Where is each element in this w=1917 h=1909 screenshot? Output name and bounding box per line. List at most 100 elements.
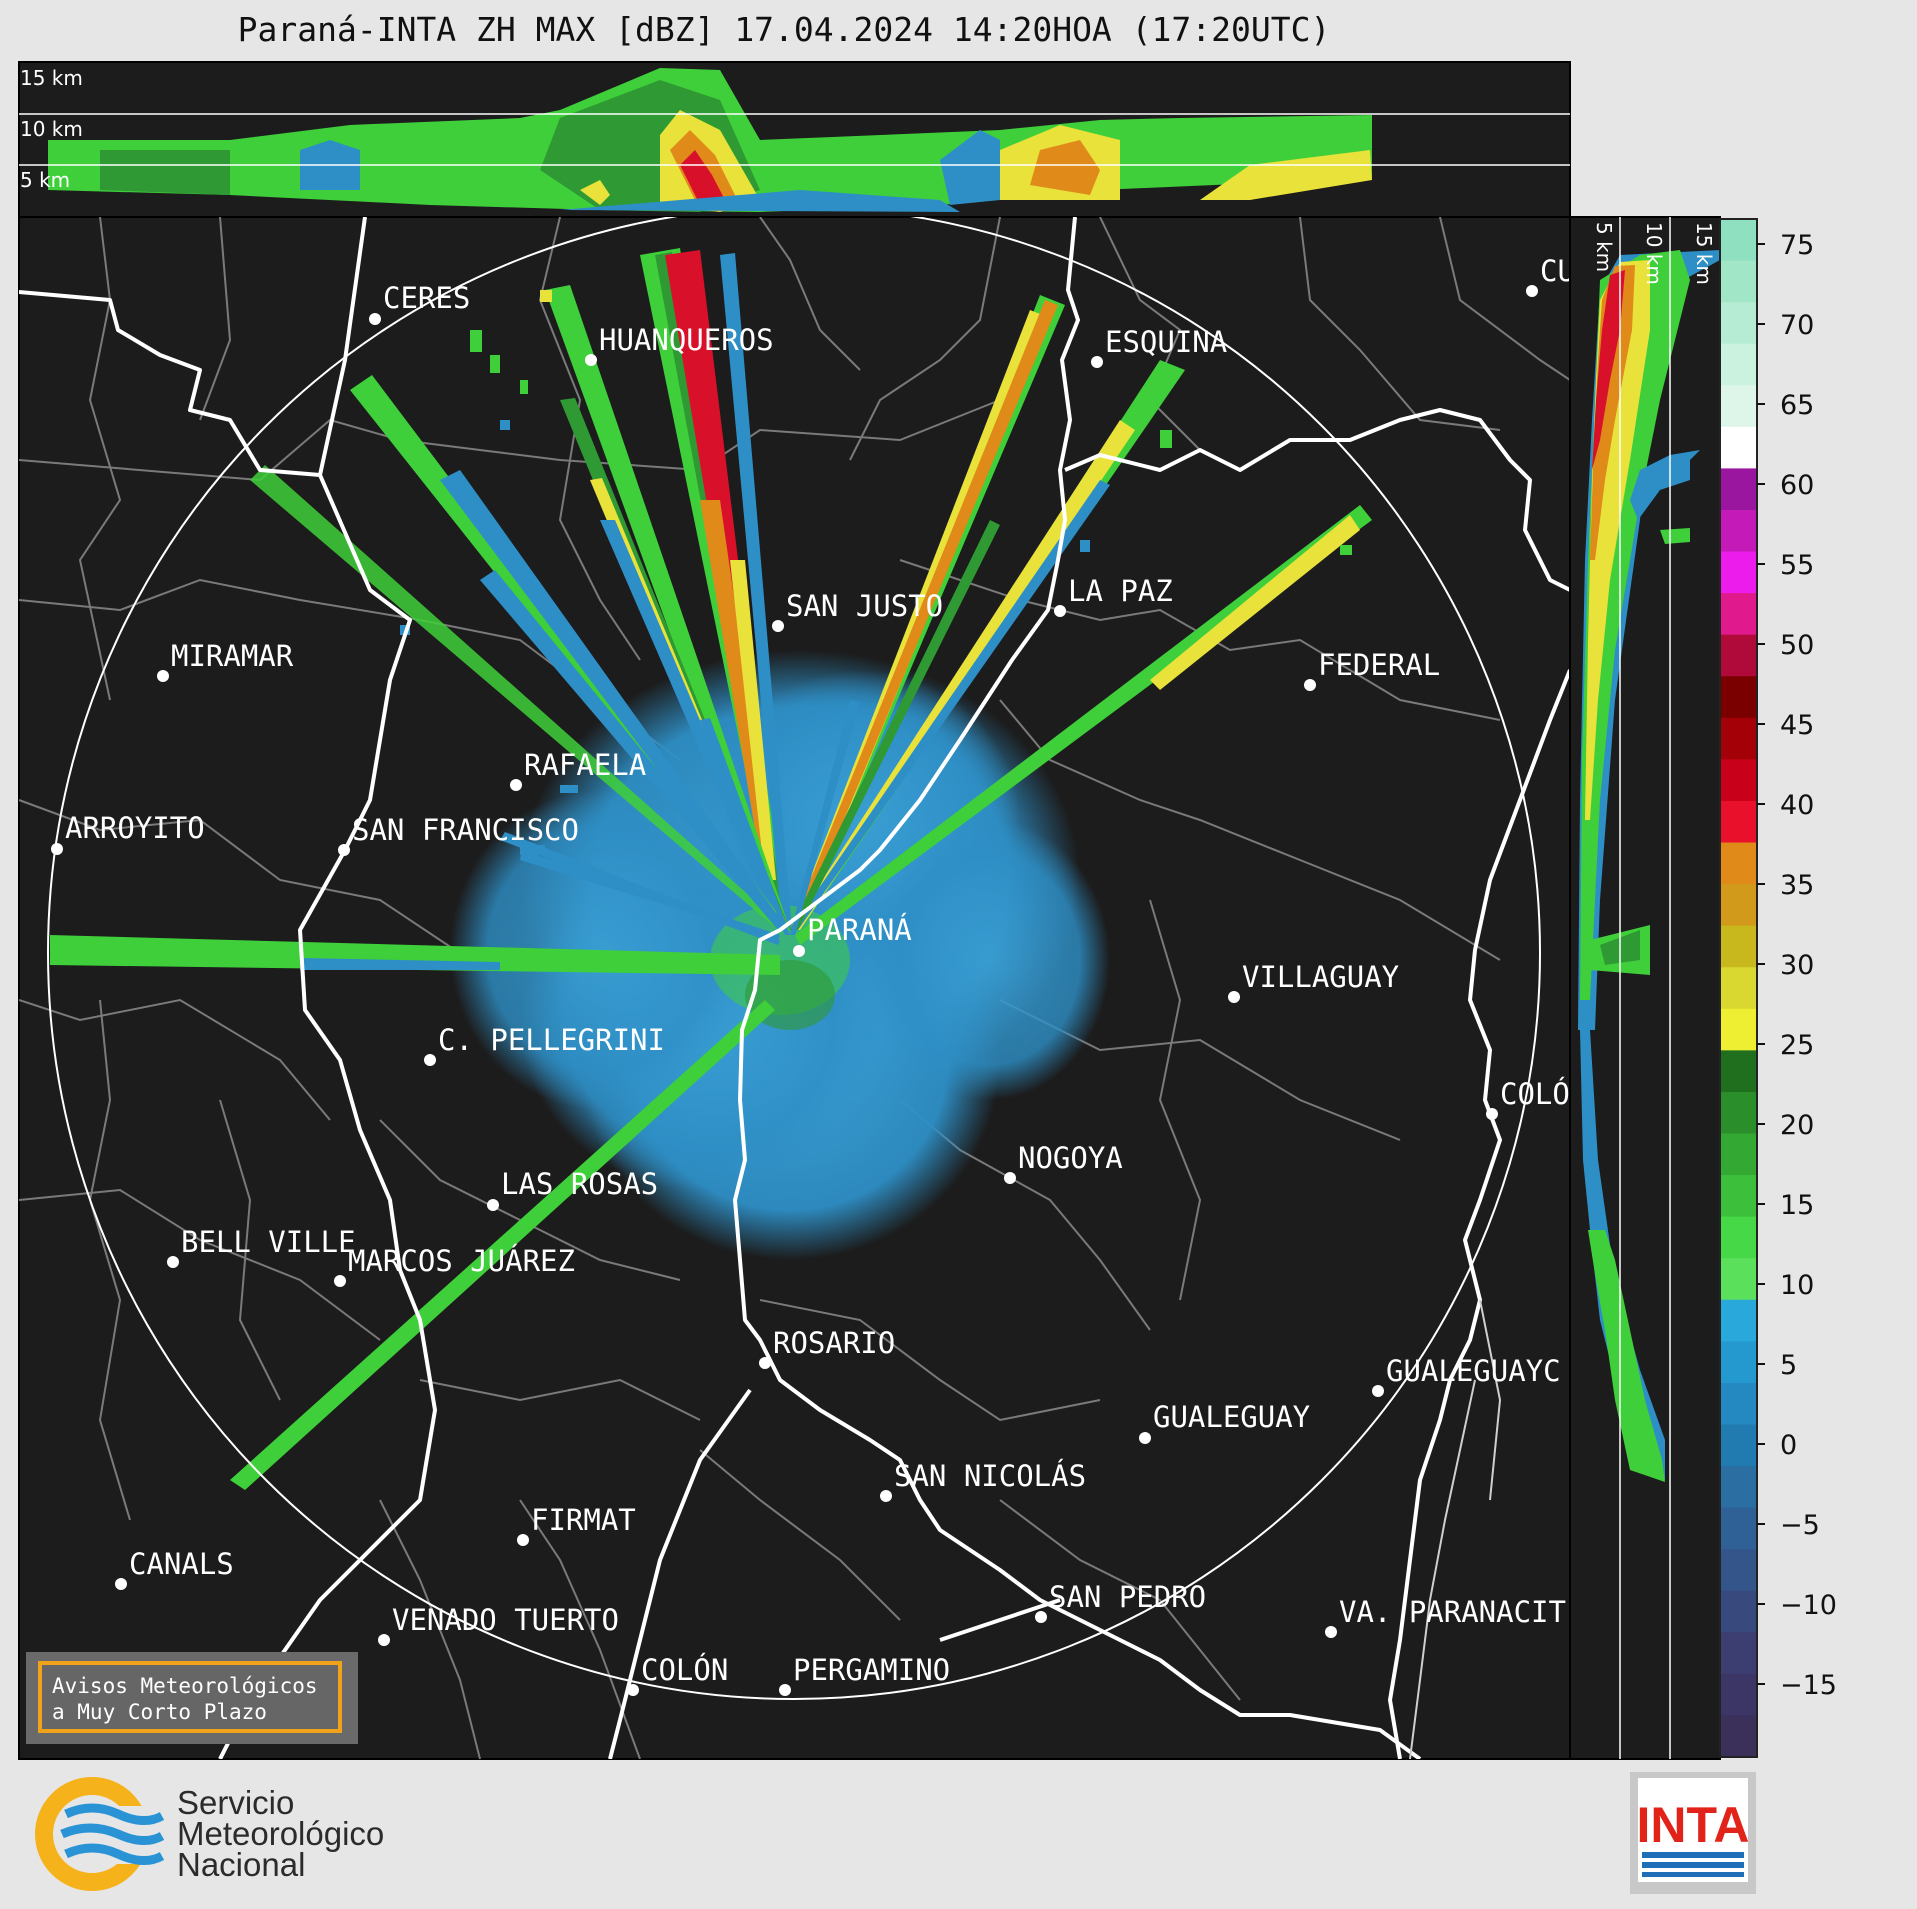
colorbar-band <box>1721 1341 1756 1384</box>
province-boundaries <box>19 217 1570 1759</box>
side-level-5km: 5 km <box>1592 222 1616 272</box>
colorbar-band <box>1721 717 1756 760</box>
city-la-paz: LA PAZ <box>1054 574 1173 617</box>
city-las-rosas: LAS ROSAS <box>487 1167 658 1211</box>
colorbar-band <box>1721 219 1756 262</box>
svg-text:BELL VILLE: BELL VILLE <box>181 1225 356 1259</box>
city-arroyito: ARROYITO <box>51 811 205 855</box>
colorbar-tick-label: 35 <box>1780 870 1814 901</box>
top-level-15km: 15 km <box>20 66 83 90</box>
city-nogoya: NOGOYA <box>1004 1141 1123 1184</box>
svg-text:PARANÁ: PARANÁ <box>807 913 912 947</box>
svg-text:PERGAMINO: PERGAMINO <box>793 1653 950 1687</box>
colorbar-band <box>1721 551 1756 594</box>
side-cross-section: 5 km 10 km 15 km <box>1569 216 1721 1760</box>
colorbar-band <box>1721 509 1756 553</box>
notice-line2: a Muy Corto Plazo <box>52 1700 267 1724</box>
radial-spikes <box>50 248 1372 1490</box>
city-c-pellegrini: C. PELLEGRINI <box>424 1023 665 1066</box>
colorbar-band <box>1721 1632 1756 1675</box>
city-firmat: FIRMAT <box>517 1503 636 1546</box>
colorbar-band <box>1721 1299 1756 1342</box>
side-level-10km: 10 km <box>1642 222 1666 285</box>
colorbar-tick-label: −10 <box>1780 1590 1837 1621</box>
colorbar-band <box>1721 426 1756 470</box>
colorbar-tick-label: 45 <box>1780 710 1814 741</box>
top-cross-section: 15 km 10 km 5 km <box>18 61 1571 218</box>
city-rafaela: RAFAELA <box>510 748 646 791</box>
colorbar-band <box>1721 1424 1756 1467</box>
svg-text:ESQUINA: ESQUINA <box>1105 325 1227 359</box>
colorbar-band <box>1721 1549 1756 1592</box>
colorbar-tick-label: 20 <box>1780 1110 1814 1141</box>
svg-text:INTA: INTA <box>1637 1797 1750 1853</box>
colorbar-band <box>1721 634 1756 677</box>
svg-text:SAN NICOLÁS: SAN NICOLÁS <box>894 1459 1086 1493</box>
colorbar-tick-label: 40 <box>1780 790 1814 821</box>
echo-blobs <box>400 290 1352 855</box>
colorbar-band <box>1721 1715 1756 1758</box>
colorbar-band <box>1721 884 1756 927</box>
colorbar-tick-label: 55 <box>1780 550 1814 581</box>
svg-text:CANALS: CANALS <box>129 1547 234 1581</box>
city-colo: COLÓ <box>1486 1077 1570 1120</box>
city-gualeguaychu: GUALEGUAYC <box>1372 1354 1561 1397</box>
svg-text:LAS ROSAS: LAS ROSAS <box>501 1167 658 1201</box>
svg-text:FEDERAL: FEDERAL <box>1318 648 1440 682</box>
colorbar-band <box>1721 343 1756 386</box>
colorbar-band <box>1721 385 1756 428</box>
svg-text:CU: CU <box>1540 254 1575 288</box>
city-federal: FEDERAL <box>1304 648 1440 691</box>
colorbar-tick-label: 15 <box>1780 1190 1814 1221</box>
colorbar-band <box>1721 967 1756 1010</box>
city-cu: CU <box>1526 254 1575 297</box>
svg-text:VENADO TUERTO: VENADO TUERTO <box>392 1603 619 1637</box>
colorbar-tick-label: 60 <box>1780 470 1814 501</box>
colorbar-band <box>1721 1091 1756 1135</box>
svg-text:MARCOS JUÁREZ: MARCOS JUÁREZ <box>348 1244 575 1278</box>
colorbar-band <box>1721 302 1756 345</box>
city-miramar: MIRAMAR <box>157 639 294 682</box>
city-va-paranacito: VA. PARANACIT <box>1325 1595 1566 1638</box>
city-san-pedro: SAN PEDRO <box>1035 1580 1206 1623</box>
colorbar-band <box>1721 800 1756 844</box>
svg-text:SAN FRANCISCO: SAN FRANCISCO <box>352 813 579 847</box>
svg-text:GUALEGUAY: GUALEGUAY <box>1153 1400 1310 1434</box>
city-san-francisco: SAN FRANCISCO <box>338 813 579 856</box>
colorbar-band <box>1721 593 1756 636</box>
colorbar-band <box>1721 1175 1756 1218</box>
colorbar-tick-label: −15 <box>1780 1670 1837 1701</box>
colorbar-tick-label: 10 <box>1780 1270 1814 1301</box>
colorbar-tick-label: 65 <box>1780 390 1814 421</box>
inta-logo-icon: INTA <box>1637 1778 1750 1882</box>
smn-line2: Meteorológico <box>177 1815 385 1852</box>
colorbar-band <box>1721 1258 1756 1301</box>
notice-box: Avisos Meteorológicos a Muy Corto Plazo <box>38 1661 342 1733</box>
inta-logo: INTA <box>1630 1772 1756 1894</box>
svg-text:SAN JUSTO: SAN JUSTO <box>786 589 943 623</box>
svg-text:CERES: CERES <box>383 281 470 315</box>
colorbar-band <box>1721 1673 1756 1717</box>
svg-text:ARROYITO: ARROYITO <box>65 811 205 845</box>
colorbar-tick-label: 75 <box>1780 230 1814 261</box>
svg-text:COLÓ: COLÓ <box>1500 1077 1570 1111</box>
colorbar-band <box>1721 468 1756 511</box>
colorbar-band <box>1721 1590 1756 1633</box>
colorbar-tick-label: 50 <box>1780 630 1814 661</box>
svg-text:SAN PEDRO: SAN PEDRO <box>1049 1580 1206 1614</box>
city-san-nicolas: SAN NICOLÁS <box>880 1459 1086 1502</box>
range-ring <box>47 217 1541 1700</box>
city-marcos-juarez: MARCOS JUÁREZ <box>334 1244 575 1287</box>
city-markers: CERES HUANQUEROS ESQUINA CU LA PAZ SAN J… <box>51 254 1575 1696</box>
city-canals: CANALS <box>115 1547 234 1590</box>
smn-line1: Servicio <box>177 1784 295 1821</box>
colorbar-band <box>1721 842 1756 885</box>
colorbar-band <box>1721 1382 1756 1426</box>
svg-text:RAFAELA: RAFAELA <box>524 748 646 782</box>
colorbar-tick-label: 25 <box>1780 1030 1814 1061</box>
colorbar-band <box>1721 260 1756 303</box>
colorbar-band <box>1721 1466 1756 1509</box>
colorbar-band <box>1721 759 1756 802</box>
svg-text:HUANQUEROS: HUANQUEROS <box>599 323 774 357</box>
